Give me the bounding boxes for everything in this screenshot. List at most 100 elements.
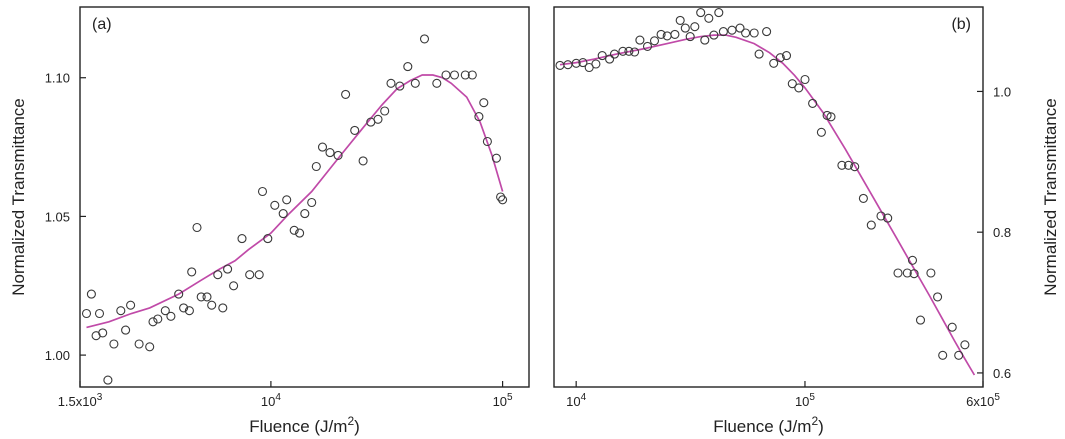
panel-b-data-point [902,268,912,278]
panel-b-data-point [822,110,832,120]
panel-b-data-point [675,15,685,25]
panel-a-data-point [333,150,343,160]
panel-a-data-point [134,339,144,349]
panel-a-data-point [295,228,305,238]
panel-a-ytick-label: 1.05 [45,209,70,224]
panel-a-data-point [278,209,288,219]
panel-a-data-point [419,34,430,44]
panel-b-xtick-label: 6x105 [966,392,1000,409]
panel-b-data-point [837,160,847,170]
panel-b-data-point [670,29,680,39]
panel-a-xtick-label: 105 [493,392,513,409]
panel-a-x-axis-label: Fluence (J/m2) [249,414,360,436]
panel-b-data-point [893,268,903,278]
panel-a-data-point [254,270,264,280]
panel-a-plot-frame [79,6,530,388]
panel-b-data-point [781,51,792,61]
panel-a-data-point [282,195,292,205]
panel-a-data-point [257,186,268,197]
panel-b-data-point [775,53,785,63]
panel-b-data-point [735,23,745,33]
panel-a-y-axis-label: Normalized Transmittance [9,98,28,295]
panel-a-data-point [218,303,228,313]
panel-a-data-point [202,292,212,302]
panel-b-fit-curve [559,34,976,376]
panel-b-ytick-label: 0.6 [993,366,1011,381]
panel-a-data-point [174,289,184,299]
panel-b-data-point [571,58,581,68]
panel-a-data-point [311,161,321,172]
panel-b-data-point [741,28,751,38]
panel-a-data-point [94,308,105,319]
panel-b-data-point [816,127,826,137]
panel-a-data-point [479,98,489,108]
panel-b-data-point [635,35,645,45]
panel-a-data-point [467,70,477,80]
panel-a-ytick-label: 1.00 [45,348,70,363]
panel-b-data-point [690,22,700,32]
panel-a-data-point [121,325,131,335]
panel-b-data-point [718,27,728,37]
panel-b-x-axis-label: Fluence (J/m2) [713,414,824,436]
panel-a-data-point [289,225,299,235]
panel-b-data-point [876,211,886,221]
panel-b-data-point [794,83,804,93]
panel-a-ytick-label: 1.10 [45,71,70,86]
panel-b-data-point [762,27,772,37]
panel-a-data-point [153,314,163,324]
panel-b-data-point [754,49,764,59]
panel-a-xtick-label: 104 [261,392,281,409]
panel-a-data-point [410,78,420,88]
panel-a-data-point [432,78,442,88]
panel-b-data-point [826,112,836,122]
panel-a-data-point [187,267,197,277]
panel-b-data-point [960,340,970,350]
panel-a-data-point [207,300,217,310]
panel-a-data-point [317,142,328,152]
panel-b-data-point [656,29,666,39]
panel-a-xtick-label: 1.5x103 [58,392,103,409]
panel-a-data-point [192,222,202,233]
panel-a-data-point [179,303,189,313]
panel-b-data-point [926,268,936,278]
panel-b-data-point [578,58,588,68]
panel-b-label: (b) [951,16,971,33]
panel-a-data-point [496,192,506,202]
panel-b-data-point [883,213,893,223]
panel-b-data-point [800,74,810,85]
panel-b-data-point [808,98,818,108]
panel-b-xtick-label: 104 [566,392,586,409]
panel-a-label: (a) [92,16,112,33]
chart-panel-b: (b) 104 105 6x105 0.6 0.8 1.0 Fluence (J/m2) Nor… [553,6,1060,436]
panel-b-data-point [618,46,628,56]
panel-b-data-point [680,23,690,33]
panel-b-data-point [597,51,607,61]
panel-a-data-point [350,125,360,135]
panel-b-data-point [609,49,620,59]
panel-b-data-point [704,13,714,23]
panel-b-ytick-label: 1.0 [993,84,1011,99]
panel-a-data-point [98,328,108,338]
panel-b-data-point [915,315,926,325]
panel-b-data-point [700,35,710,45]
panel-b-data-point [649,36,660,46]
panel-a-data-point [403,62,413,72]
panel-b-data-point [696,8,706,18]
panel-a-data-point [184,306,194,316]
panel-a-data-point [386,78,396,88]
panel-b-data-point [850,162,860,172]
panel-a-data-point [145,342,155,352]
panel-a-data-point [380,106,390,116]
panel-a-data-point [116,306,126,316]
panel-a-data-point [213,270,223,280]
panel-a-data-point [237,234,247,244]
panel-a-data-point [196,292,206,302]
panel-a-data-point [460,70,470,80]
panel-a-data-point [341,89,351,99]
panel-b-plot-frame [553,6,984,388]
panel-b-data-point [843,160,854,170]
panel-b-data-point [858,193,868,203]
panel-b-data-point [714,8,724,18]
chart-panel-a: (a) 1.5x103 104 105 1.00 1.05 1.10 Fluence (J/m… [9,6,530,436]
